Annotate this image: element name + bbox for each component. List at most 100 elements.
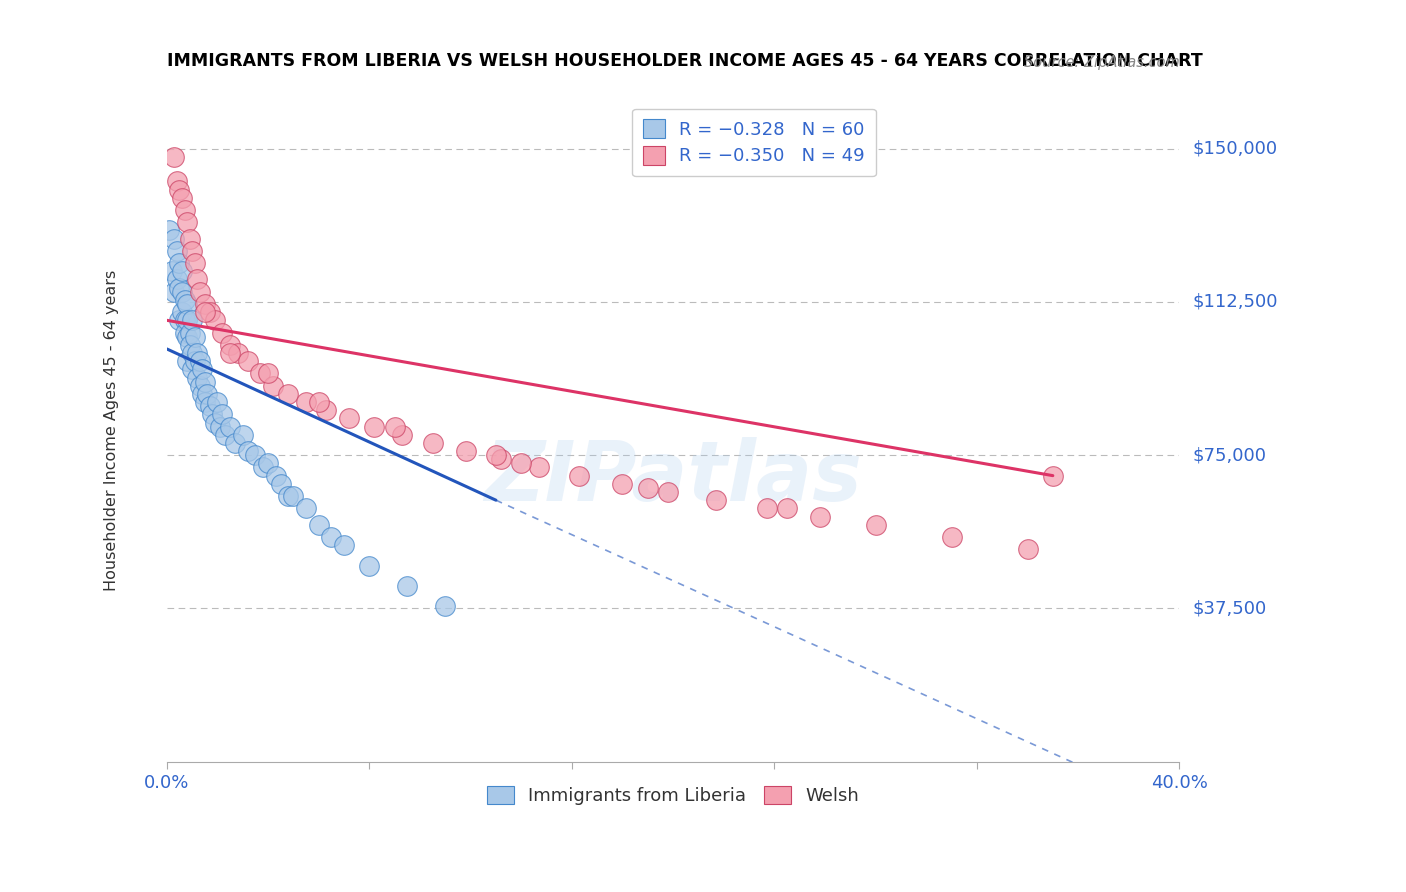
Point: [612, 476, 634, 491]
Point: [157, 223, 180, 237]
Text: $37,500: $37,500: [1192, 599, 1267, 617]
Point: [257, 367, 280, 381]
Point: [232, 427, 254, 442]
Point: [308, 395, 330, 409]
Text: ZIPatlas: ZIPatlas: [484, 436, 862, 517]
Point: [183, 354, 205, 368]
Point: [173, 293, 195, 307]
Point: [169, 280, 191, 294]
Point: [179, 338, 201, 352]
Point: [176, 313, 198, 327]
Point: [194, 375, 217, 389]
Point: [422, 436, 444, 450]
Point: [188, 378, 211, 392]
Point: [249, 367, 271, 381]
Point: [219, 419, 242, 434]
Point: [219, 346, 242, 360]
Point: [179, 231, 201, 245]
Point: [363, 419, 385, 434]
Point: [163, 231, 186, 245]
Point: [755, 501, 778, 516]
Point: [808, 509, 831, 524]
Point: [865, 517, 887, 532]
Point: [176, 297, 198, 311]
Point: [226, 346, 249, 360]
Point: [183, 256, 205, 270]
Point: [195, 387, 218, 401]
Point: [295, 395, 318, 409]
Point: [207, 395, 229, 409]
Point: [396, 579, 419, 593]
Point: [198, 399, 221, 413]
Point: [510, 456, 533, 470]
Point: [169, 313, 191, 327]
Point: [173, 313, 195, 327]
Point: [191, 387, 214, 401]
Point: [186, 346, 208, 360]
Point: [1042, 468, 1064, 483]
Text: $75,000: $75,000: [1192, 446, 1265, 464]
Point: [173, 202, 195, 217]
Point: [333, 538, 356, 552]
Point: [170, 305, 193, 319]
Point: [337, 411, 360, 425]
Point: [188, 354, 211, 368]
Point: [176, 329, 198, 343]
Point: [236, 444, 259, 458]
Point: [176, 354, 198, 368]
Point: [657, 485, 679, 500]
Point: [170, 285, 193, 299]
Point: [188, 285, 211, 299]
Point: [252, 460, 274, 475]
Point: [166, 244, 188, 258]
Point: [384, 419, 406, 434]
Point: [186, 370, 208, 384]
Point: [321, 530, 343, 544]
Point: [277, 489, 299, 503]
Point: [170, 264, 193, 278]
Point: [194, 395, 217, 409]
Point: [224, 436, 246, 450]
Point: [211, 407, 233, 421]
Point: [181, 346, 204, 360]
Point: [637, 481, 659, 495]
Point: [245, 448, 267, 462]
Point: [359, 558, 381, 573]
Point: [163, 150, 186, 164]
Point: [169, 182, 191, 196]
Point: [941, 530, 963, 544]
Text: IMMIGRANTS FROM LIBERIA VS WELSH HOUSEHOLDER INCOME AGES 45 - 64 YEARS CORRELATI: IMMIGRANTS FROM LIBERIA VS WELSH HOUSEHO…: [167, 52, 1202, 70]
Point: [166, 272, 188, 286]
Point: [283, 489, 305, 503]
Point: [169, 256, 191, 270]
Point: [166, 174, 188, 188]
Point: [204, 416, 226, 430]
Point: [1017, 542, 1039, 557]
Legend: Immigrants from Liberia, Welsh: Immigrants from Liberia, Welsh: [479, 779, 866, 813]
Text: Source: ZipAtlas.com: Source: ZipAtlas.com: [1024, 54, 1180, 70]
Point: [211, 326, 233, 340]
Point: [181, 313, 204, 327]
Text: Householder Income Ages 45 - 64 years: Householder Income Ages 45 - 64 years: [104, 270, 118, 591]
Point: [181, 362, 204, 376]
Point: [489, 452, 512, 467]
Point: [270, 476, 292, 491]
Point: [257, 456, 280, 470]
Point: [264, 468, 287, 483]
Point: [262, 378, 284, 392]
Point: [170, 191, 193, 205]
Point: [391, 427, 413, 442]
Point: [454, 444, 477, 458]
Point: [236, 354, 259, 368]
Point: [704, 493, 727, 508]
Text: $112,500: $112,500: [1192, 293, 1278, 311]
Point: [181, 244, 204, 258]
Point: [191, 362, 214, 376]
Point: [219, 338, 242, 352]
Point: [568, 468, 591, 483]
Point: [173, 326, 195, 340]
Point: [204, 313, 226, 327]
Point: [201, 407, 224, 421]
Point: [176, 215, 198, 229]
Point: [198, 305, 221, 319]
